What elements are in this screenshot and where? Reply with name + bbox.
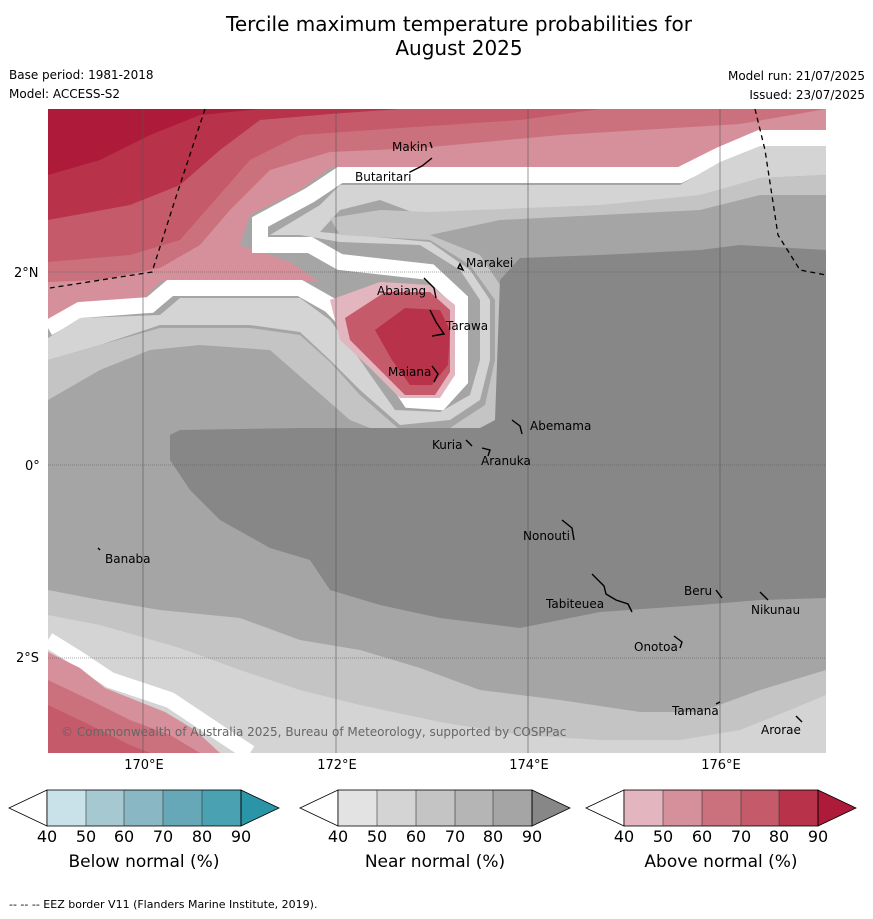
place-label: Abaiang <box>377 284 426 298</box>
place-labels: Makin Butaritari Marakei Abaiang Tarawa … <box>105 140 801 737</box>
colorbar-label-near: Near normal (%) <box>364 852 506 872</box>
cb-tick: 80 <box>191 827 213 846</box>
place-label: Aranuka <box>481 454 531 468</box>
cb-tick: 70 <box>444 827 466 846</box>
cb-tick: 60 <box>113 827 135 846</box>
place-label: Maiana <box>388 365 431 379</box>
place-label: Tabiteuea <box>545 597 604 611</box>
region-above-90-center <box>375 308 450 385</box>
cb-tick: 40 <box>613 827 635 846</box>
region-above-max-north <box>48 109 260 175</box>
lat-label: 0° <box>25 459 40 474</box>
latitude-labels: 2°N 0° 2°S <box>14 266 40 666</box>
copyright-notice: © Commonwealth of Australia 2025, Bureau… <box>61 725 566 739</box>
cb-tick: 40 <box>36 827 58 846</box>
colorbar-label-above: Above normal (%) <box>644 852 798 872</box>
place-label: Kuria <box>432 438 463 452</box>
place-label: Abemama <box>530 419 591 433</box>
cb-tick: 90 <box>521 827 543 846</box>
cb-tick: 40 <box>327 827 349 846</box>
place-label: Banaba <box>105 552 151 566</box>
cb-tick: 60 <box>405 827 427 846</box>
place-label: Marakei <box>466 256 513 270</box>
band-white-south <box>48 633 255 753</box>
base-period: Base period: 1981-2018 <box>9 68 154 82</box>
lat-label: 2°S <box>16 651 39 666</box>
title-line-1: Tercile maximum temperature probabilitie… <box>226 12 692 36</box>
cb-tick: 50 <box>652 827 674 846</box>
cb-tick: 60 <box>691 827 713 846</box>
place-label: Arorae <box>761 723 801 737</box>
place-label: Butaritari <box>355 170 412 184</box>
grid-lines <box>48 109 826 753</box>
meta-left: Base period: 1981-2018 Model: ACCESS-S2 <box>9 66 154 104</box>
lon-label: 176°E <box>701 758 741 773</box>
cb-tick: 70 <box>152 827 174 846</box>
eez-note: -- -- -- EEZ border V11 (Flanders Marine… <box>9 898 318 911</box>
colorbar-above <box>585 789 857 827</box>
cb-tick: 80 <box>482 827 504 846</box>
model-name: Model: ACCESS-S2 <box>9 87 121 101</box>
region-above-80-south <box>48 705 150 753</box>
model-run: Model run: 21/07/2025 <box>727 69 865 83</box>
lon-label: 170°E <box>124 758 164 773</box>
colorbar-below <box>8 789 280 827</box>
colorbar-label-below: Below normal (%) <box>68 852 220 872</box>
place-label: Tamana <box>671 704 719 718</box>
cb-tick: 70 <box>730 827 752 846</box>
place-label: Makin <box>392 140 428 154</box>
band-white-north <box>48 130 826 411</box>
place-label: Nikunau <box>751 603 800 617</box>
map-fill: © Commonwealth of Australia 2025, Bureau… <box>48 109 826 753</box>
island-outlines <box>97 141 803 723</box>
place-label: Tarawa <box>445 319 488 333</box>
meta-right: Model run: 21/07/2025 Issued: 23/07/2025 <box>728 67 865 105</box>
place-label: Nonouti <box>523 529 570 543</box>
cb-tick: 50 <box>366 827 388 846</box>
map-title: Tercile maximum temperature probabilitie… <box>0 12 873 60</box>
place-label: Onotoa <box>634 640 678 654</box>
title-line-2: August 2025 <box>395 36 523 60</box>
place-label: Beru <box>684 584 712 598</box>
issued-date: Issued: 23/07/2025 <box>749 88 865 102</box>
cb-tick: 80 <box>768 827 790 846</box>
lat-label: 2°N <box>14 266 39 281</box>
region-near-max <box>170 245 826 628</box>
colorbar-near <box>299 789 571 827</box>
lon-label: 172°E <box>317 758 357 773</box>
cb-tick: 50 <box>75 827 97 846</box>
cb-tick: 90 <box>230 827 252 846</box>
region-near-50-south <box>48 615 826 753</box>
cb-tick: 90 <box>807 827 829 846</box>
eez-border <box>49 109 826 289</box>
region-near-60-north <box>48 175 826 445</box>
region-near-50-north <box>48 146 826 425</box>
lon-label: 174°E <box>509 758 549 773</box>
